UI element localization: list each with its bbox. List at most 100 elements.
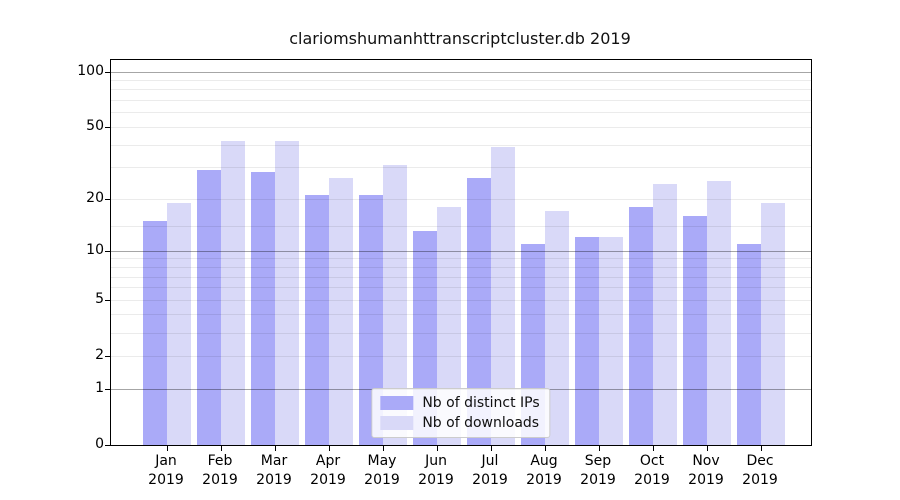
- y-tick-20: [105, 198, 110, 200]
- x-label-mar: Mar 2019: [244, 452, 304, 490]
- gridline-minor-4: [111, 314, 811, 316]
- bar-ips-jul: [467, 178, 491, 445]
- x-tick-aug: [545, 445, 547, 451]
- gridline-minor-14: [111, 225, 811, 227]
- gridline-minor-70: [111, 100, 811, 102]
- bar-downloads-may: [383, 164, 407, 445]
- plot-area: Nb of distinct IPs Nb of downloads: [105, 59, 812, 451]
- bar-downloads-oct: [653, 184, 677, 445]
- bar-downloads-apr: [329, 178, 353, 445]
- x-label-year: 2019: [634, 472, 670, 488]
- gridline-minor-6: [111, 287, 811, 289]
- gridline-minor-7: [111, 276, 811, 278]
- x-tick-jul: [491, 445, 493, 451]
- bar-downloads-feb: [221, 140, 245, 445]
- legend-row-distinct-ips: Nb of distinct IPs: [380, 394, 540, 411]
- x-label-year: 2019: [310, 472, 346, 488]
- x-label-oct: Oct 2019: [622, 452, 682, 490]
- y-tick-10: [105, 250, 110, 252]
- x-label-may: May 2019: [352, 452, 412, 490]
- x-label-year: 2019: [526, 472, 562, 488]
- gridline-minor-8: [111, 266, 811, 268]
- legend-row-downloads: Nb of downloads: [380, 415, 539, 431]
- chart-title: clariomshumanhttranscriptcluster.db 2019: [289, 29, 631, 48]
- gridline-minor-80: [111, 89, 811, 91]
- x-tick-sep: [599, 445, 601, 451]
- bar-downloads-aug: [545, 211, 569, 445]
- bar-ips-feb: [197, 169, 221, 445]
- x-label-dec: Dec 2019: [730, 452, 790, 490]
- x-tick-nov: [707, 445, 709, 451]
- y-tick-1: [105, 388, 110, 390]
- x-label-year: 2019: [688, 472, 724, 488]
- gridline-minor-5: [111, 299, 811, 301]
- gridline-major-100: [111, 71, 811, 73]
- x-label-aug: Aug 2019: [514, 452, 574, 490]
- x-tick-feb: [221, 445, 223, 451]
- legend-label-distinct-ips: Nb of distinct IPs: [422, 394, 540, 411]
- bar-downloads-mar: [275, 140, 299, 445]
- y-label-50: 50: [86, 117, 104, 134]
- x-tick-oct: [653, 445, 655, 451]
- bar-ips-may: [359, 194, 383, 445]
- x-label-year: 2019: [742, 472, 778, 488]
- x-label-sep: Sep 2019: [568, 452, 628, 490]
- x-tick-jan: [167, 445, 169, 451]
- x-label-apr: Apr 2019: [298, 452, 358, 490]
- x-label-year: 2019: [202, 472, 238, 488]
- bar-ips-dec: [737, 243, 761, 445]
- legend-swatch-downloads-icon: [380, 415, 414, 430]
- bar-downloads-jul: [491, 146, 515, 445]
- bar-downloads-nov: [707, 181, 731, 445]
- y-axis: 100 50 20 10 5 2 1 0: [0, 59, 104, 451]
- gridline-minor-40: [111, 144, 811, 146]
- x-tick-apr: [329, 445, 331, 451]
- legend: Nb of distinct IPs Nb of downloads: [371, 387, 551, 438]
- y-label-100: 100: [77, 62, 104, 79]
- gridline-minor-60: [111, 112, 811, 114]
- x-label-jul: Jul 2019: [460, 452, 520, 490]
- x-tick-dec: [761, 445, 763, 451]
- bar-downloads-dec: [761, 202, 785, 445]
- x-label-year: 2019: [364, 472, 400, 488]
- gridline-minor-30: [111, 167, 811, 169]
- x-label-nov: Nov 2019: [676, 452, 736, 490]
- gridline-minor-2: [111, 355, 811, 357]
- bar-ips-oct: [629, 206, 653, 445]
- y-label-5: 5: [95, 290, 104, 307]
- gridline-minor-50: [111, 126, 811, 128]
- x-label-year: 2019: [148, 472, 184, 488]
- bar-downloads-jan: [167, 202, 191, 445]
- x-label-year: 2019: [580, 472, 616, 488]
- legend-label-downloads: Nb of downloads: [422, 414, 540, 431]
- y-tick-5: [105, 299, 110, 301]
- gridline-minor-20: [111, 198, 811, 200]
- x-tick-jun: [437, 445, 439, 451]
- x-tick-may: [383, 445, 385, 451]
- bar-ips-apr: [305, 194, 329, 445]
- y-tick-0: [105, 444, 110, 446]
- y-label-20: 20: [86, 189, 104, 206]
- x-label-year: 2019: [256, 472, 292, 488]
- y-label-10: 10: [86, 241, 104, 258]
- y-label-0: 0: [95, 435, 104, 452]
- x-label-year: 2019: [418, 472, 454, 488]
- legend-swatch-distinct-ips-icon: [380, 395, 414, 410]
- gridline-minor-3: [111, 332, 811, 334]
- gridline-major-10: [111, 250, 811, 252]
- bar-ips-jan: [143, 220, 167, 445]
- y-tick-100: [105, 71, 110, 73]
- x-label-jan: Jan 2019: [136, 452, 196, 490]
- y-tick-50: [105, 126, 110, 129]
- bar-ips-nov: [683, 215, 707, 445]
- y-label-1: 1: [95, 379, 104, 396]
- bar-downloads-sep: [599, 237, 623, 445]
- x-label-year: 2019: [472, 472, 508, 488]
- y-tick-2: [105, 355, 110, 357]
- x-label-jun: Jun 2019: [406, 452, 466, 490]
- x-label-feb: Feb 2019: [190, 452, 250, 490]
- bar-downloads-jun: [437, 206, 461, 445]
- gridline-minor-90: [111, 80, 811, 82]
- bar-ips-sep: [575, 237, 599, 445]
